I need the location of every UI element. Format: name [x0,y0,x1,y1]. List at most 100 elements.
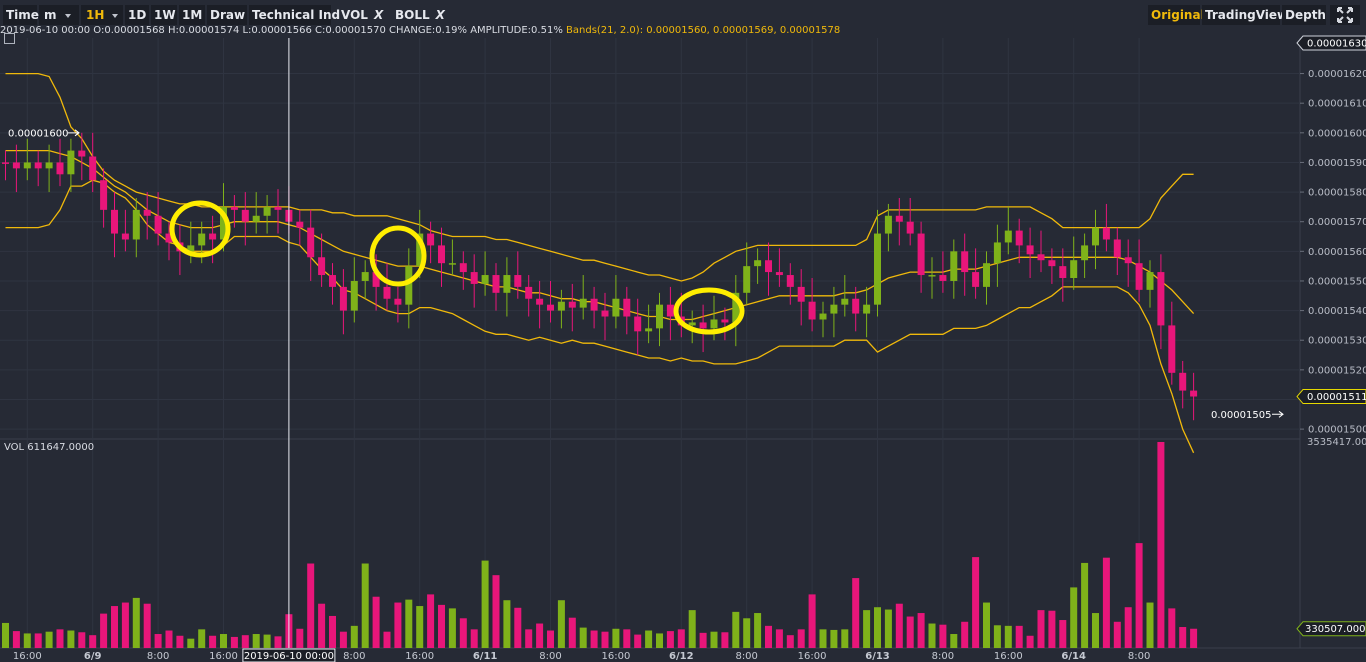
volume-bar [721,632,729,648]
volume-bar [23,633,31,648]
candle-body [187,245,195,252]
volume-bar [220,634,227,648]
vol-indicator-label: VOL [341,8,368,22]
candle-body [2,162,9,164]
candle-body [1070,260,1078,278]
candle-body [1135,263,1143,290]
volume-bar [765,625,772,648]
candle-body [274,206,282,210]
volume-bar [1037,610,1045,648]
volume-current-tag-box [1296,621,1366,637]
candle-body [427,233,435,246]
candle-body [165,233,173,243]
depth-tab[interactable]: Depth [1282,5,1326,25]
candle-body [688,322,696,326]
vol-indicator: VOL X [338,5,384,25]
volume-bar [481,560,489,648]
minutes-dropdown[interactable]: m [39,5,79,25]
volume-bar [514,607,522,648]
candle-body [579,298,587,308]
volume-bar [34,633,42,648]
volume-bar [470,629,478,648]
candle-body [438,245,445,264]
x-tick-label: 16:00 [405,651,434,662]
volume-bar [230,636,238,648]
candle-body [383,286,391,299]
volume-bar [568,617,576,648]
technical-indicators-button[interactable]: Technical Ind [249,5,340,25]
volume-bar [972,557,980,648]
y-tick-label: 0.00001570 [1308,217,1366,228]
candle-body [874,233,881,305]
candle-body [852,298,860,314]
candle-body [1190,390,1198,397]
candle-body [67,150,75,175]
week-button[interactable]: 1W [151,5,177,25]
candle-body [121,233,129,240]
candle-body [459,263,467,273]
volume-bar [1124,607,1132,648]
draw-button[interactable]: Draw [207,5,247,25]
volume-bar [1092,613,1099,648]
boll-close-icon[interactable]: X [435,8,445,22]
x-tick-label: 16:00 [994,651,1023,662]
volume-bar [427,594,435,648]
candle-body [1092,227,1099,246]
candle-body [89,156,97,181]
time-button[interactable]: Time [3,5,39,25]
volume-bar [67,630,75,648]
settings-checkbox[interactable] [4,33,15,44]
month-button[interactable]: 1M [179,5,205,25]
volume-bar [459,618,467,648]
candle-body [666,304,674,317]
candle-body [830,304,838,314]
volume-bar [1026,635,1034,648]
volume-axis-max-label: 3535417.00 [1307,437,1366,448]
volume-bar [187,638,195,648]
candle-body [111,209,118,234]
candle-body [601,310,609,317]
candle-body [1037,254,1045,261]
volume-bar [1157,442,1165,648]
volume-bar [121,602,129,648]
day-button[interactable]: 1D [125,5,149,25]
x-tick-label: 8:00 [343,651,365,662]
x-tick-label: 8:00 [1128,651,1150,662]
hour-dropdown[interactable]: 1H [81,5,123,25]
volume-bar [775,629,783,648]
candle-body [361,272,369,281]
candle-body [775,272,783,276]
candle-body [895,215,903,222]
candle-body [721,319,729,323]
highlight-circle [673,287,745,335]
candle-body [220,206,227,240]
volume-bar [699,632,707,648]
vol-close-icon[interactable]: X [373,8,384,22]
candle-body [339,286,347,311]
volume-bar [1059,620,1067,648]
top-price-tag-box [1296,35,1366,51]
tradingview-tab[interactable]: TradingView [1202,5,1288,25]
highlight-circle [369,225,427,287]
fullscreen-button[interactable] [1330,5,1360,25]
original-view-tab[interactable]: Original [1148,5,1205,25]
volume-bar [677,629,685,648]
volume-bar [874,607,881,648]
candle-body [1048,260,1056,267]
volume-label: VOL 611647.0000 [4,442,95,453]
volume-bar [1048,610,1056,648]
volume-bar [536,623,544,648]
x-tick-label: 6/12 [669,651,694,662]
volume-bar [1004,625,1012,648]
volume-bar [492,575,500,648]
highlight-circle [169,200,231,258]
candle-body [23,162,31,169]
volume-bar [743,618,751,648]
candle-body [263,206,271,216]
volume-bar [612,628,620,648]
candle-body [983,263,990,287]
volume-bar [296,628,304,648]
min-price-arrow [1272,410,1284,418]
volume-bar [939,624,947,648]
